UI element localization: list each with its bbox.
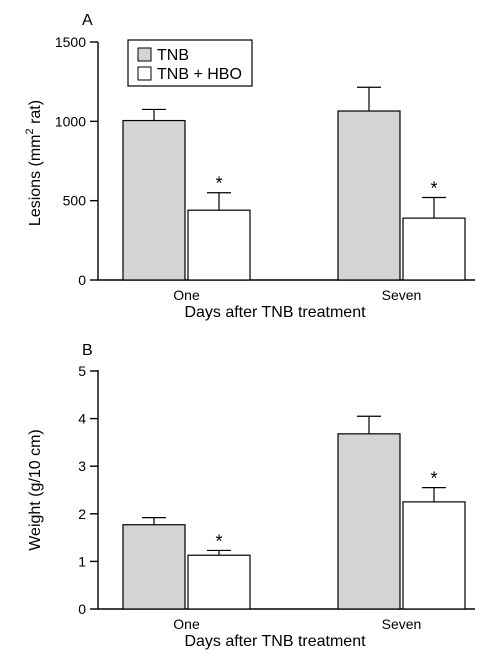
panel-b-category-seven: Seven [382,616,422,632]
panel-a-ylabel: Lesions (mm2 rat) [24,100,44,226]
panel-b-significance-one: * [215,531,222,551]
legend: TNB TNB + HBO [127,39,253,87]
panel-b-ytick-label: 0 [78,601,86,617]
panel-b-significance-seven: * [430,469,437,489]
panel-b-category-one: One [173,616,200,632]
panel-a-ytick-label: 0 [78,272,86,288]
panel-a-y-ticks: 0 500 1000 1500 [55,34,98,288]
panel-a-ytick-label: 1500 [55,34,86,50]
panel-b-bars: ** [122,415,466,610]
panel-a-label: A [82,12,93,29]
legend-swatch-tnb [137,47,152,62]
panel-b-y-ticks: 0 1 2 3 4 5 [78,363,98,617]
panel-a-x-categories: One Seven [173,287,421,303]
panel-a-significance-one: * [215,174,222,194]
panel-a-significance-seven: * [430,178,437,198]
panel-b-label: B [82,342,93,359]
legend-label-tnb: TNB [157,47,189,64]
panel-b-ytick-label: 5 [78,363,86,379]
panel-b-ytick-label: 3 [78,458,86,474]
panel-a-bar-tnb-hbo-one [187,209,251,281]
panel-a-ytick-label: 500 [63,193,87,209]
panel-a-bar-tnb-one [122,119,186,281]
panel-a-bar-tnb-hbo-seven [402,217,466,281]
panel-b-ytick-label: 4 [78,411,86,427]
panel-b-ytick-label: 2 [78,506,86,522]
panel-a-bar-tnb-seven [337,110,401,281]
panel-b: B Weight (g/10 cm) Days after TNB treatm… [27,342,475,650]
legend-swatch-tnb-hbo [137,66,152,81]
panel-b-ylabel: Weight (g/10 cm) [27,429,44,551]
panel-a: A Lesions (mm2 rat) Days after TNB treat… [24,12,475,321]
panel-a-ytick-label: 1000 [55,113,86,129]
panel-b-bar-tnb-one [122,524,186,610]
panel-b-xlabel: Days after TNB treatment [184,633,366,650]
panel-a-xlabel: Days after TNB treatment [184,304,366,321]
legend-label-tnb-hbo: TNB + HBO [157,66,242,83]
panel-a-category-one: One [173,287,200,303]
panel-b-x-categories: One Seven [173,616,421,632]
panel-b-bar-tnb-seven [337,433,401,610]
panel-b-bar-tnb-hbo-seven [402,501,466,610]
panel-b-bar-tnb-hbo-one [187,554,251,610]
panel-a-bars: * * [122,86,466,281]
panel-b-ytick-label: 1 [78,553,86,569]
panel-a-category-seven: Seven [382,287,422,303]
